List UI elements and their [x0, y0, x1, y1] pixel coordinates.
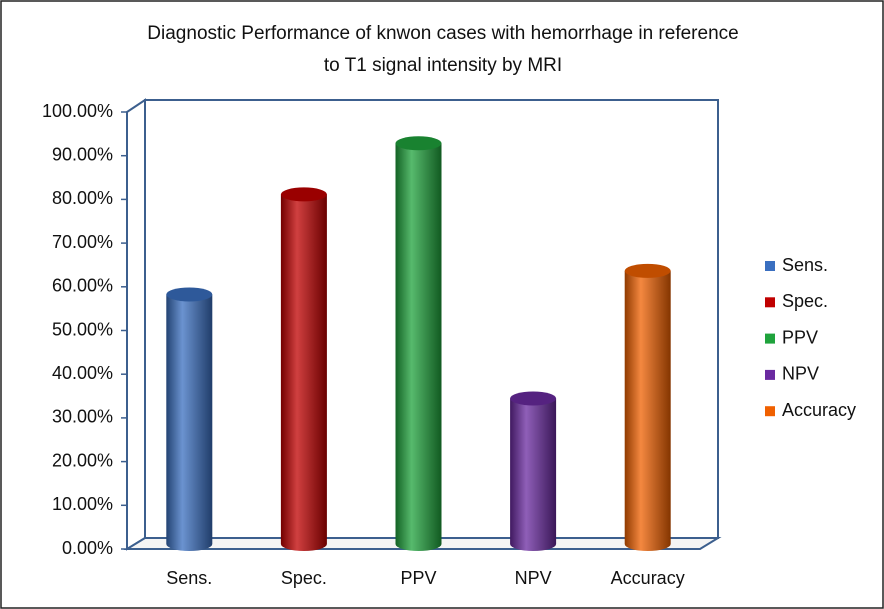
x-tick-label: PPV: [400, 568, 436, 588]
x-tick-label: Accuracy: [611, 568, 685, 588]
y-tick-label: 70.00%: [52, 232, 113, 252]
y-tick-label: 50.00%: [52, 319, 113, 339]
legend-label: Sens.: [782, 255, 828, 275]
legend-label: PPV: [782, 327, 818, 347]
y-tick-label: 40.00%: [52, 363, 113, 383]
bar-top: [166, 287, 213, 302]
legend-label: Spec.: [782, 291, 828, 311]
bar: [395, 143, 442, 551]
bar-top: [395, 136, 442, 151]
y-tick-label: 0.00%: [62, 538, 113, 558]
bar-group: [510, 391, 557, 551]
bar-top: [624, 263, 671, 278]
legend-label: Accuracy: [782, 400, 856, 420]
y-tick-label: 80.00%: [52, 188, 113, 208]
x-tick-label: NPV: [515, 568, 552, 588]
y-tick-label: 100.00%: [42, 101, 113, 121]
x-tick-label: Spec.: [281, 568, 327, 588]
bar-group: [395, 136, 442, 551]
y-tick-label: 10.00%: [52, 494, 113, 514]
y-tick-label: 30.00%: [52, 407, 113, 427]
side-wall: [126, 98, 146, 551]
bar-group: [280, 187, 327, 551]
legend-swatch: [765, 369, 775, 380]
bar-group: [166, 287, 213, 551]
bar: [166, 294, 213, 551]
legend-swatch: [765, 406, 775, 417]
y-tick-label: 20.00%: [52, 450, 113, 470]
bar: [510, 398, 557, 551]
bar: [624, 270, 671, 551]
bar-top: [280, 187, 327, 202]
bar: [280, 194, 327, 551]
x-tick-label: Sens.: [166, 568, 212, 588]
legend-swatch: [765, 297, 775, 308]
legend-swatch: [765, 333, 775, 344]
y-tick-label: 60.00%: [52, 276, 113, 296]
legend-label: NPV: [782, 364, 819, 384]
bar-group: [624, 263, 671, 551]
bar-top: [510, 391, 557, 406]
legend-swatch: [765, 261, 775, 271]
chart-title: Diagnostic Performance of knwon cases wi…: [147, 23, 739, 76]
y-tick-label: 90.00%: [52, 144, 113, 164]
